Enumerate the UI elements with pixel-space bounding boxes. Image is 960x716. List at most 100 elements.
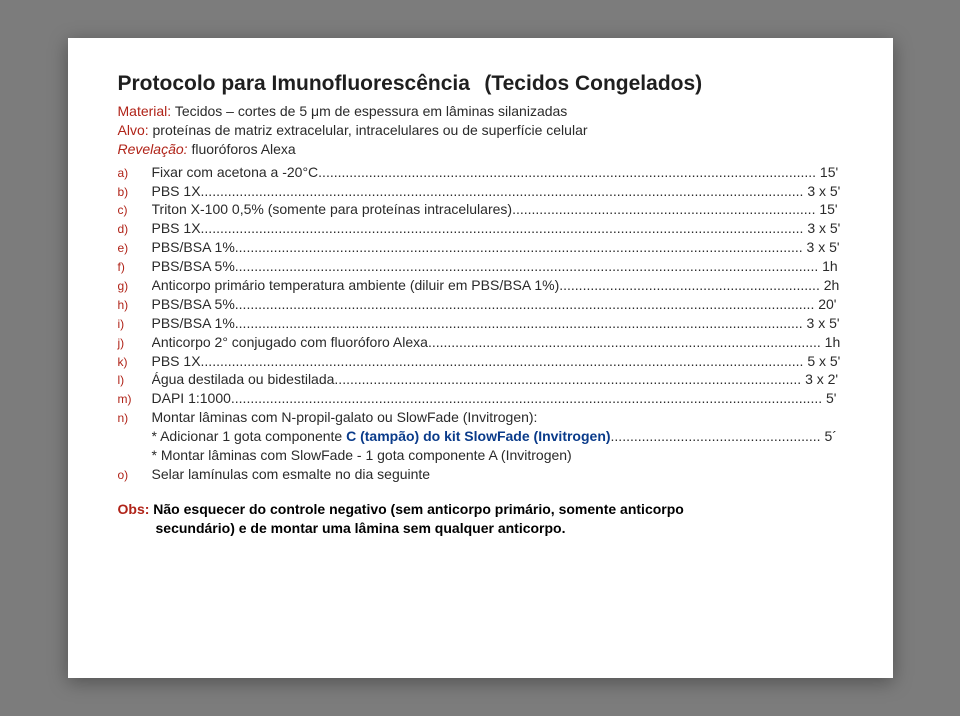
meta-revelacao-text: fluoróforos Alexa [191,141,295,157]
step-body: PBS 1X .................................… [152,182,843,201]
dot-leader: ........................................… [201,182,804,201]
step-marker: h) [118,297,152,313]
step-row: j)Anticorpo 2° conjugado com fluoróforo … [118,333,843,352]
meta-revelacao-label: Revelação: [118,141,188,157]
dot-leader: ........................................… [235,238,803,257]
obs-line1: Obs: Não esquecer do controle negativo (… [118,500,843,519]
step-tail: 3 x 5' [803,239,840,255]
step-body: Fixar com acetona a -20°C ..............… [152,163,843,182]
step-subnote: * Adicionar 1 gota componente C (tampão)… [118,427,843,446]
step-row: o)Selar lamínulas com esmalte no dia seg… [118,465,843,484]
step-body: Anticorpo primário temperatura ambiente … [152,276,843,295]
step-text: Anticorpo 2° conjugado com fluoróforo Al… [152,334,428,350]
meta-alvo-text: proteínas de matriz extracelular, intrac… [153,122,588,138]
meta-alvo-label: Alvo: [118,122,149,138]
step-tail: 3 x 5' [803,183,840,199]
obs-text-1: Não esquecer do controle negativo (sem a… [153,501,684,517]
step-text: PBS/BSA 5% [152,258,235,274]
dot-leader: ........................................… [512,200,815,219]
step-row: e)PBS/BSA 1% ...........................… [118,238,843,257]
dot-leader: ........................................… [235,295,815,314]
step-body: Selar lamínulas com esmalte no dia segui… [152,465,843,484]
step-body: PBS/BSA 1% .............................… [152,238,843,257]
step-text: Selar lamínulas com esmalte no dia segui… [152,466,431,482]
steps-list: a)Fixar com acetona a -20°C ............… [118,163,843,484]
step-text: Anticorpo primário temperatura ambiente … [152,277,560,293]
step-text: Fixar com acetona a -20°C [152,164,319,180]
step-text: PBS/BSA 1% [152,239,235,255]
step-row: k)PBS 1X ...............................… [118,352,843,371]
step-tail: 1h [821,334,840,350]
dot-leader: ........................................… [235,257,818,276]
step-text: PBS 1X [152,353,201,369]
meta-revelacao: Revelação: fluoróforos Alexa [118,140,843,159]
step-text: PBS 1X [152,183,201,199]
step-tail: 20' [814,296,836,312]
protocol-document: Protocolo para Imunofluorescência (Tecid… [68,38,893,678]
step-tail: 15' [816,164,838,180]
meta-alvo: Alvo: proteínas de matriz extracelular, … [118,121,843,140]
step-marker: a) [118,165,152,181]
step-body: PBS/BSA 1% .............................… [152,314,843,333]
step-tail: 2h [820,277,839,293]
step-text: PBS 1X [152,220,201,236]
dot-leader: ........................................… [611,427,821,446]
step-row: n)Montar lâminas com N-propil-galato ou … [118,408,843,427]
step-body: PBS 1X .................................… [152,352,843,371]
meta-material: Material: Tecidos – cortes de 5 μm de es… [118,102,843,121]
step-text: DAPI 1:1000 [152,390,231,406]
step-text: Triton X-100 0,5% (somente para proteína… [152,201,513,217]
step-marker: d) [118,221,152,237]
dot-leader: ........................................… [201,352,804,371]
step-marker: b) [118,184,152,200]
step-text: PBS/BSA 5% [152,296,235,312]
step-marker: n) [118,410,152,426]
dot-leader: ........................................… [231,389,822,408]
step-marker: o) [118,467,152,483]
dot-leader: ........................................… [559,276,820,295]
dot-leader: ........................................… [334,370,801,389]
step-row: f)PBS/BSA 5% ...........................… [118,257,843,276]
step-tail: 5' [822,390,836,406]
step-text: Montar lâminas com N-propil-galato ou Sl… [152,409,538,425]
step-row: a)Fixar com acetona a -20°C ............… [118,163,843,182]
sub-n-blue: C (tampão) do kit SlowFade (Invitrogen) [346,428,610,444]
step-marker: l) [118,372,152,388]
step-marker: c) [118,202,152,218]
step-row: m)DAPI 1:1000 ..........................… [118,389,843,408]
sub-n-line1: * Adicionar 1 gota componente C (tampão)… [152,428,611,444]
step-marker: i) [118,316,152,332]
step-marker: e) [118,240,152,256]
title-row: Protocolo para Imunofluorescência (Tecid… [118,72,843,96]
step-body: Água destilada ou bidestilada ..........… [152,370,843,389]
obs-block: Obs: Não esquecer do controle negativo (… [118,500,843,538]
step-body: DAPI 1:1000 ............................… [152,389,843,408]
step-marker: k) [118,354,152,370]
step-marker: g) [118,278,152,294]
step-text: Água destilada ou bidestilada [152,371,335,387]
dot-leader: ........................................… [235,314,803,333]
obs-text-2: secundário) e de montar uma lâmina sem q… [118,519,843,538]
step-text: PBS/BSA 1% [152,315,235,331]
step-row: l)Água destilada ou bidestilada ........… [118,370,843,389]
meta-material-text: Tecidos – cortes de 5 μm de espessura em… [175,103,567,119]
step-tail: 15' [815,201,837,217]
step-body: Anticorpo 2° conjugado com fluoróforo Al… [152,333,843,352]
step-row: b)PBS 1X ...............................… [118,182,843,201]
meta-material-label: Material: [118,103,172,119]
step-marker: j) [118,335,152,351]
dot-leader: ........................................… [428,333,821,352]
step-body: PBS/BSA 5% .............................… [152,257,843,276]
step-body: Triton X-100 0,5% (somente para proteína… [152,200,843,219]
step-tail: 5 x 5' [803,353,840,369]
step-row: d)PBS 1X ...............................… [118,219,843,238]
step-tail: 3 x 5' [803,315,840,331]
step-body: PBS/BSA 5% .............................… [152,295,843,314]
sub-n-line2: * Montar lâminas com SlowFade - 1 gota c… [152,446,843,465]
title-sub: (Tecidos Congelados) [484,72,702,95]
step-row: h)PBS/BSA 5% ...........................… [118,295,843,314]
step-row: c)Triton X-100 0,5% (somente para proteí… [118,200,843,219]
step-tail: 3 x 5' [803,220,840,236]
step-marker: f) [118,259,152,275]
title-main: Protocolo para Imunofluorescência [118,72,470,95]
